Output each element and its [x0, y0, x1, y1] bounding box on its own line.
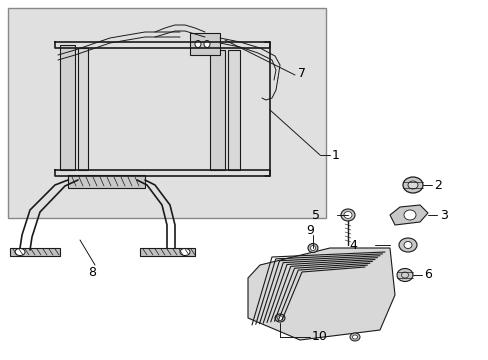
- Ellipse shape: [307, 243, 317, 252]
- Ellipse shape: [274, 314, 285, 322]
- Bar: [190, 33, 220, 55]
- Polygon shape: [68, 175, 145, 188]
- Bar: [8, 8, 325, 218]
- Ellipse shape: [195, 40, 201, 48]
- Text: 2: 2: [433, 179, 441, 192]
- Polygon shape: [209, 50, 224, 170]
- Ellipse shape: [403, 242, 411, 248]
- Text: 7: 7: [297, 67, 305, 80]
- Ellipse shape: [403, 210, 415, 220]
- Polygon shape: [247, 248, 394, 340]
- Text: 4: 4: [348, 239, 356, 252]
- Polygon shape: [60, 45, 75, 170]
- Polygon shape: [10, 248, 60, 256]
- Ellipse shape: [407, 181, 417, 189]
- Polygon shape: [389, 205, 427, 225]
- Ellipse shape: [277, 315, 282, 320]
- Text: 8: 8: [88, 266, 96, 279]
- Ellipse shape: [396, 269, 412, 282]
- Ellipse shape: [180, 248, 190, 256]
- Ellipse shape: [343, 212, 351, 219]
- Text: 9: 9: [305, 224, 313, 237]
- Ellipse shape: [401, 272, 407, 278]
- Ellipse shape: [310, 246, 315, 251]
- Text: 1: 1: [331, 149, 339, 162]
- Ellipse shape: [340, 209, 354, 221]
- Ellipse shape: [15, 248, 25, 256]
- Text: 10: 10: [311, 330, 327, 343]
- Text: 6: 6: [423, 269, 431, 282]
- Ellipse shape: [352, 335, 357, 339]
- Polygon shape: [227, 50, 240, 170]
- Text: 5: 5: [311, 208, 319, 221]
- Polygon shape: [78, 48, 88, 170]
- Polygon shape: [140, 248, 195, 256]
- Ellipse shape: [349, 333, 359, 341]
- Ellipse shape: [398, 238, 416, 252]
- Text: 3: 3: [439, 208, 447, 221]
- Ellipse shape: [203, 40, 209, 48]
- Ellipse shape: [402, 177, 422, 193]
